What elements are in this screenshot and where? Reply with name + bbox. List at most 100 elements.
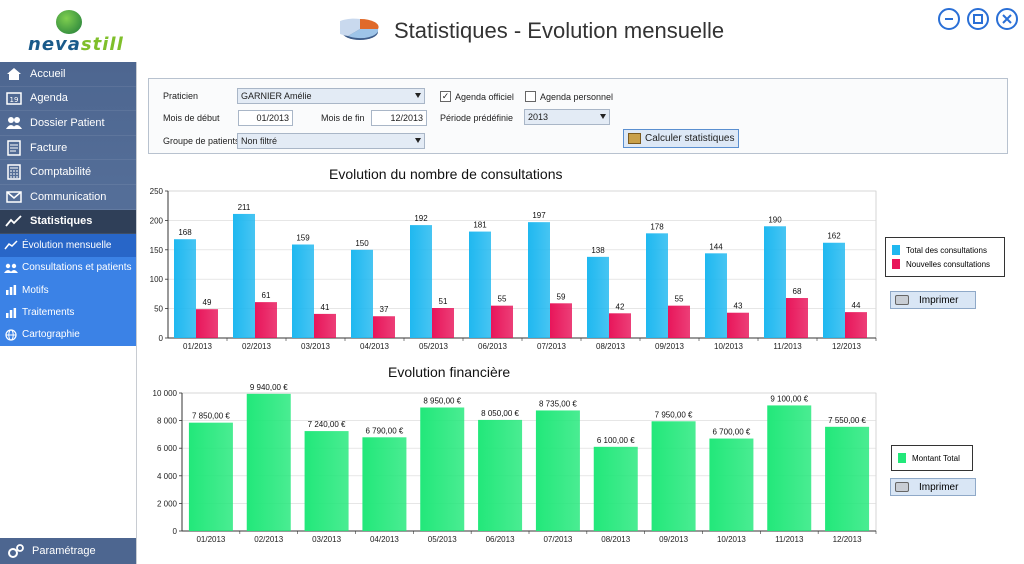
print-financial-button[interactable]: Imprimer (890, 478, 976, 496)
data-label: 7 550,00 € (828, 416, 866, 425)
subnav-item-cartographie[interactable]: Cartographie (0, 324, 136, 346)
subnav-item-label: Traitements (22, 307, 75, 319)
groupe-value: Non filtré (241, 136, 278, 146)
bar (668, 305, 690, 338)
x-tick-label: 04/2013 (370, 535, 399, 544)
x-tick-label: 12/2013 (832, 342, 861, 351)
data-label: 49 (203, 298, 212, 307)
bar (432, 308, 454, 338)
bar (646, 233, 668, 338)
data-label: 190 (768, 215, 782, 224)
maximize-button[interactable] (967, 8, 989, 30)
globe-icon (4, 329, 18, 341)
x-tick-label: 11/2013 (773, 342, 802, 351)
data-label: 144 (709, 242, 723, 251)
agenda-personnel-checkbox[interactable] (525, 91, 536, 102)
data-label: 6 100,00 € (597, 436, 635, 445)
x-tick-label: 09/2013 (659, 535, 688, 544)
data-label: 211 (238, 203, 251, 212)
data-label: 43 (734, 302, 743, 311)
y-tick-label: 50 (154, 305, 163, 314)
bar (593, 446, 638, 531)
x-tick-label: 06/2013 (478, 342, 507, 351)
sidebar-divider (136, 62, 137, 564)
sidebar-item-comptabilite[interactable]: Comptabilité (0, 160, 136, 185)
periode-select[interactable]: 2013 (524, 109, 610, 125)
data-label: 8 735,00 € (539, 399, 577, 408)
bar (478, 419, 523, 531)
bar (825, 426, 870, 531)
x-tick-label: 10/2013 (717, 535, 746, 544)
subnav-item-label: Motifs (22, 284, 49, 296)
data-label: 61 (262, 291, 271, 300)
mois-fin-field[interactable]: 12/2013 (371, 110, 427, 126)
sidebar-item-dossier-patient[interactable]: Dossier Patient (0, 111, 136, 136)
groupe-select[interactable]: Non filtré (237, 133, 425, 149)
x-tick-label: 03/2013 (312, 535, 341, 544)
bar (705, 253, 727, 338)
sidebar-sub-nav: Évolution mensuelle Consultations et pat… (0, 234, 136, 347)
sidebar-main-nav: Accueil 19 Agenda Dossier Patient Factur… (0, 62, 136, 235)
praticien-label: Praticien (163, 91, 199, 101)
bar (174, 239, 196, 338)
sidebar-item-label: Paramétrage (32, 545, 96, 557)
y-tick-label: 8 000 (157, 417, 178, 426)
bar (233, 213, 255, 338)
legend-label: Total des consultations (906, 245, 987, 255)
legend-swatch (892, 259, 900, 269)
sidebar-item-statistiques[interactable]: Statistiques (0, 209, 136, 235)
subnav-item-consultations-patients[interactable]: Consultations et patients (0, 257, 136, 279)
x-tick-label: 07/2013 (543, 535, 572, 544)
sidebar-item-agenda[interactable]: 19 Agenda (0, 87, 136, 112)
sidebar-item-accueil[interactable]: Accueil (0, 62, 136, 87)
bar (255, 302, 277, 338)
sidebar-item-parametrage[interactable]: Paramétrage (0, 538, 136, 564)
print-consultations-button[interactable]: Imprimer (890, 291, 976, 309)
bar (362, 437, 407, 531)
logo-globe-icon (56, 10, 82, 34)
y-tick-label: 150 (150, 246, 164, 255)
sidebar-item-label: Comptabilité (30, 166, 92, 179)
bar (651, 421, 696, 531)
data-label: 41 (321, 303, 330, 312)
agenda-officiel-checkbox[interactable]: ✓ (440, 91, 451, 102)
praticien-select[interactable]: GARNIER Amélie (237, 88, 425, 104)
calculer-statistiques-button[interactable]: Calculer statistiques (623, 129, 740, 148)
x-tick-label: 05/2013 (419, 342, 448, 351)
subnav-item-evolution-mensuelle[interactable]: Évolution mensuelle (0, 234, 136, 257)
bar (550, 303, 572, 338)
x-tick-label: 06/2013 (486, 535, 515, 544)
subnav-item-motifs[interactable]: Motifs (0, 279, 136, 301)
printer-icon (895, 482, 909, 492)
x-tick-label: 04/2013 (360, 342, 389, 351)
subnav-item-traitements[interactable]: Traitements (0, 301, 136, 323)
x-tick-label: 07/2013 (537, 342, 566, 351)
close-button[interactable] (996, 8, 1018, 30)
bar-chart-icon (4, 307, 18, 319)
sidebar-item-facture[interactable]: Facture (0, 136, 136, 161)
bar (587, 256, 609, 338)
x-tick-label: 11/2013 (775, 535, 804, 544)
y-tick-label: 250 (150, 187, 164, 196)
minimize-button[interactable] (938, 8, 960, 30)
patients-icon (4, 114, 24, 132)
data-label: 168 (178, 228, 192, 237)
plot-area (181, 392, 877, 532)
calendar-icon: 19 (4, 89, 24, 107)
bar (823, 242, 845, 338)
chevron-down-icon (415, 93, 421, 98)
sidebar-item-communication[interactable]: Communication (0, 185, 136, 210)
mois-debut-field[interactable]: 01/2013 (238, 110, 293, 126)
chart-title-consultations: Evolution du nombre de consultations (329, 166, 563, 182)
data-label: 44 (852, 301, 861, 310)
x-tick-label: 02/2013 (254, 535, 283, 544)
periode-value: 2013 (528, 112, 549, 122)
data-label: 37 (380, 305, 389, 314)
bar (786, 298, 808, 338)
data-label: 181 (473, 221, 487, 230)
data-label: 162 (827, 232, 841, 241)
bar (292, 244, 314, 338)
bar (764, 226, 786, 338)
x-tick-label: 12/2013 (833, 535, 862, 544)
data-label: 7 850,00 € (192, 412, 230, 421)
